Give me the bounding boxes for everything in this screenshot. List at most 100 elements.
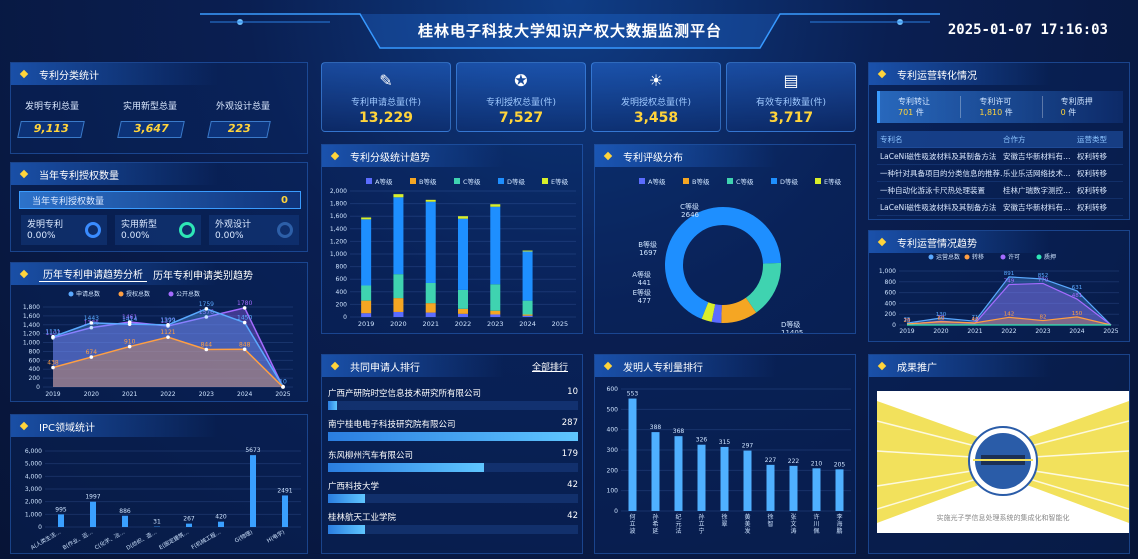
grant-item-value: 0.00% [27,231,56,241]
grant-item-label: 实用新型 [121,220,158,230]
bar-track [328,494,578,503]
diamond-icon [603,151,613,161]
data-label: 770 [1038,277,1049,283]
achievement-caption: 实施光子学信息处理系统的集成化和智能化 [936,514,1070,522]
x-tick-label: 徐翠 [721,513,727,528]
ring-icon [277,222,293,238]
x-tick-label: 纪元法 [675,513,681,535]
achievement-image[interactable]: 实施光子学信息处理系统的集成化和智能化 [877,391,1129,533]
operation-table: 专利名 合作方 运营类型 LaCeNi磁性吸波材料及其制备方法 安徽吉华新材料有…… [877,131,1123,216]
legend-marker [1000,254,1006,260]
edit-icon: ✎ [379,71,393,90]
bar-segment [425,303,436,313]
y-tick-label: 5,000 [25,461,42,468]
table-cell: LaCeNi磁性吸波材料及其制备方法 [880,151,997,161]
applicant-list: 广西产研院时空信息技术研究所有限公司 10 南宁桂电电子科技研究院有限公司 287 东风… [328,387,578,542]
slice-value: 2646 [681,211,699,219]
achievement-panel: 成果推广 实施光子学信息处理系统的集成化和智能化 [868,354,1130,554]
y-tick-label: 0 [36,384,40,391]
tab-category-trend[interactable]: 历年专利申请类别趋势 [153,270,253,282]
annual-grant-panel: 当年专利授权数量 当年专利授权数量 0 发明专利 0.00% 实用新型 0.00… [10,162,308,252]
data-label: 1759 [199,301,214,308]
applicant-count: 179 [561,449,578,459]
y-tick-label: 400 [885,300,897,307]
diamond-icon [19,269,29,279]
banner-value: 0 [281,194,288,206]
bar-segment [393,194,404,198]
bar-segment [393,298,404,312]
pie-slice [665,206,781,319]
x-tick-label: 2020 [84,391,99,398]
legend-label: A等级 [648,177,666,186]
series-area [53,308,283,387]
data-label: 910 [124,339,136,346]
bar-segment [490,314,501,317]
x-tick-label: 2021 [422,320,439,328]
x-tick-label: F(机械工程… [190,528,222,551]
data-point [89,325,94,330]
panel-title: 共同申请人排行 [322,355,582,377]
bar-segment [393,197,404,275]
data-label: 553 [627,391,639,398]
data-label: 210 [811,460,823,467]
applicant-name: 桂林航天工业学院 [328,513,397,523]
data-label: 631 [1072,285,1083,291]
table-row[interactable]: LaCeNi磁性吸波材料及其制备方法 安徽吉华新材料有… 权利转移 [877,148,1123,165]
data-label: 1131 [45,329,60,336]
table-cell: 权利转移 [1077,151,1107,161]
panel-title: 专利分类统计 [11,63,307,85]
data-label: 20 [904,318,911,324]
bar-segment [425,199,436,202]
diamond-icon [877,69,887,79]
bar-segment [522,300,533,315]
diamond-icon [330,151,340,161]
data-label: 674 [86,349,98,356]
ipc-chart: 0 1,000 2,000 3,000 4,000 5,000 6,000 995 A(人类生活… [25,447,301,552]
x-tick-label: 许川佩 [813,513,819,535]
bar-segment [458,218,468,290]
y-tick-label: 1,000 [879,268,896,275]
table-row[interactable]: 一种自动化游泳卡尺热处理装置 桂林广瑞数字测控… 权利转移 [877,182,1123,199]
all-ranking-link[interactable]: 全部排行 [531,363,568,373]
y-tick-label: 600 [336,276,348,283]
bar [766,464,775,511]
x-tick-label: 2023 [199,391,214,398]
data-label: 852 [1038,273,1049,279]
table-row[interactable]: 一种针对具备项目的分类信息的推荐… 乐业乐活网络技术… 权利转移 [877,165,1123,182]
data-point [204,307,209,311]
y-tick-label: 600 [885,290,897,297]
bar-segment [490,206,501,285]
x-tick-label: 2024 [237,391,252,398]
legend-marker [1036,254,1042,260]
slice-value: 11405 [781,329,803,333]
table-row[interactable]: LaCeNi磁性吸波材料及其制备方法 安徽吉华新材料有… 权利转移 [877,199,1123,216]
stat-label: 专利授权总量(件) [485,98,557,108]
applicants-panel: 共同申请人排行 全部排行 广西产研院时空信息技术研究所有限公司 10 南宁桂电电子科… [321,354,583,554]
list-item: 广西产研院时空信息技术研究所有限公司 10 [328,387,578,418]
legend-marker [410,178,416,184]
stat-card-invention-grants: ☀ 发明授权总量(件) 3,458 [591,62,721,132]
y-tick-label: 3,000 [25,486,42,493]
tab-trend[interactable]: 历年专利申请趋势分析 [39,266,147,282]
applicant-name: 南宁桂电电子科技研究院有限公司 [328,420,456,430]
bar [250,455,256,527]
series-line [906,316,1112,326]
invention-total-value: 9,113 [17,121,85,138]
x-tick-label: 2025 [1103,328,1118,335]
bar-segment [425,282,436,304]
x-tick-label: G(物理) [233,528,254,545]
y-tick-label: 500 [607,406,619,413]
col-name: 专利名 [880,134,903,144]
data-label: 10 [279,379,287,386]
data-label: 886 [119,508,131,515]
x-tick-label: 张文涛 [790,513,796,535]
data-point [89,355,94,359]
legend-marker [454,178,460,184]
data-point [242,347,247,352]
data-label: 222 [788,458,800,465]
data-label: 297 [742,443,754,450]
data-label: 1443 [84,315,99,322]
stat-card-valid: ▤ 有效专利数量(件) 3,717 [726,62,856,132]
level-stats-panel: 专利分级统计趋势 0 200 400 600 800 1,000 1,200 1,400 1,6… [321,144,583,334]
